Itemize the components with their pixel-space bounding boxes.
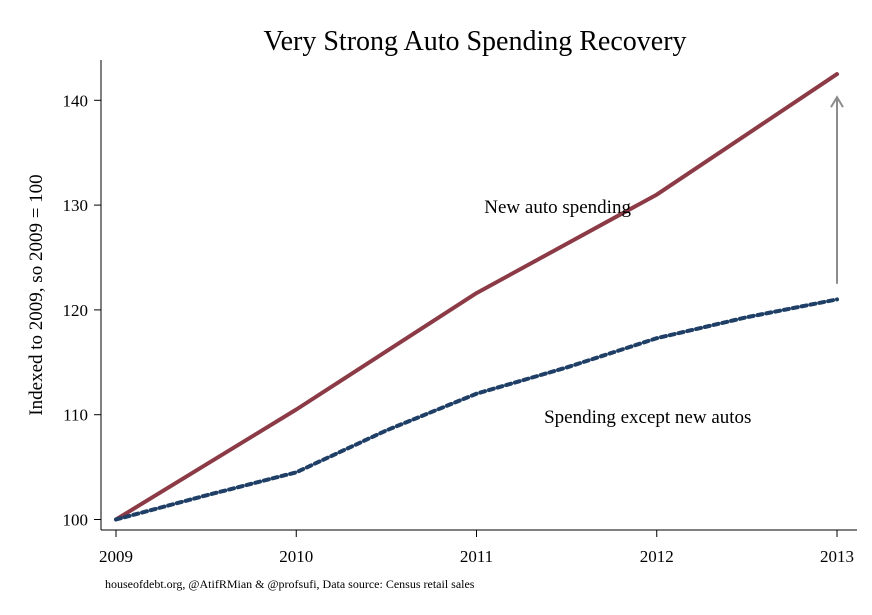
series-line-new-auto-spending (114, 72, 839, 522)
source-note: houseofdebt.org, @AtifRMian & @profsufi,… (105, 577, 475, 591)
x-tick-label: 2011 (460, 547, 493, 566)
x-axis: 2009 2010 2011 2012 2013 (99, 529, 857, 566)
series-layer (114, 72, 839, 522)
x-tick-label: 2013 (820, 547, 854, 566)
x-tick-label: 2009 (99, 547, 133, 566)
y-tick-label: 120 (63, 301, 89, 320)
y-tick-label: 100 (63, 511, 89, 530)
annotation-spending-except-new-autos: Spending except new autos (544, 407, 751, 428)
y-tick-label: 140 (63, 91, 89, 110)
y-ticks: 100 110 120 130 140 (63, 91, 101, 530)
y-tick-label: 110 (63, 406, 88, 425)
y-axis: 100 110 120 130 140 Indexed to 2009, so 2009… (26, 60, 102, 530)
x-tick-label: 2012 (640, 547, 674, 566)
x-tick-label: 2010 (279, 547, 313, 566)
y-tick-label: 130 (63, 196, 89, 215)
arrow-layer (830, 95, 844, 284)
x-ticks: 2009 2010 2011 2012 2013 (99, 530, 854, 566)
y-axis-title: Indexed to 2009, so 2009 = 100 (26, 174, 47, 415)
annotation-layer: New auto spending Spending except new aut… (484, 197, 751, 428)
arrow-head-icon (830, 95, 844, 108)
annotation-new-auto-spending: New auto spending (484, 197, 631, 218)
chart-title: Very Strong Auto Spending Recovery (263, 26, 686, 57)
